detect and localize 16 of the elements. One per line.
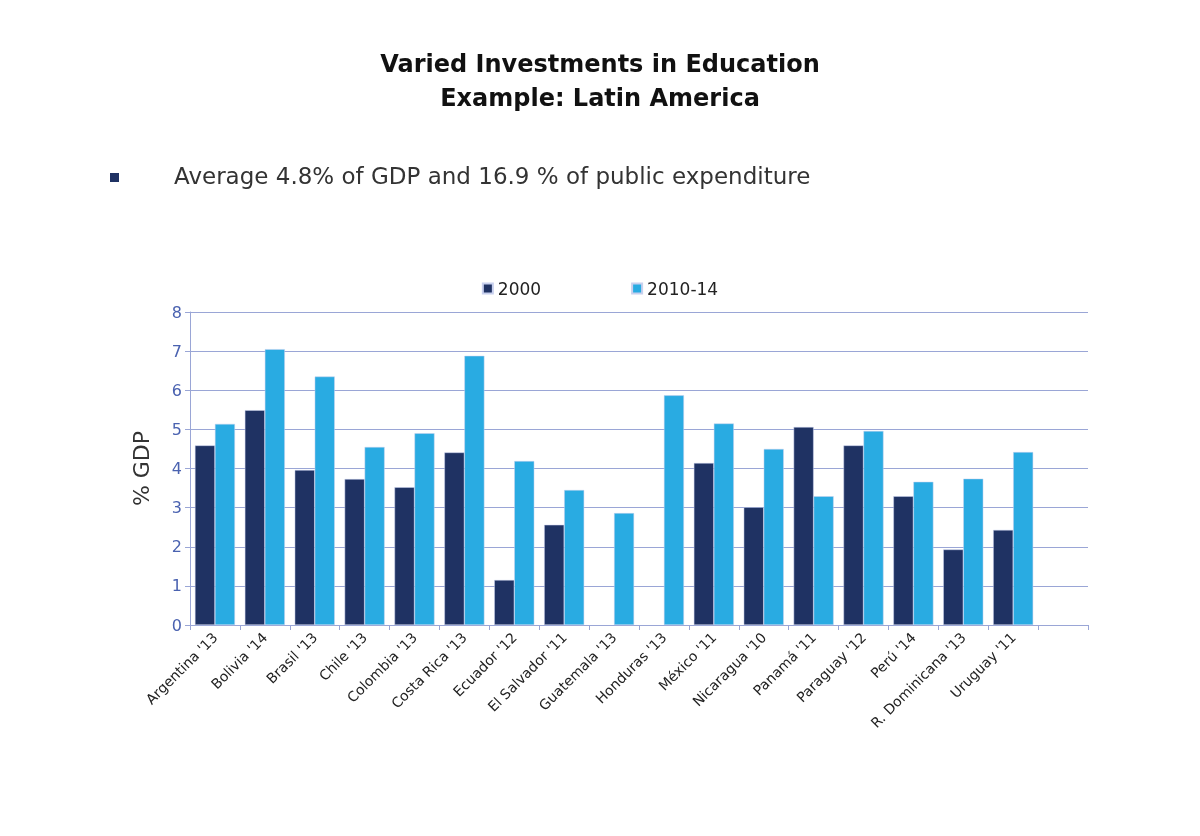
legend-label: 2010-14 bbox=[647, 278, 719, 299]
bar bbox=[614, 513, 635, 625]
y-tick-label: 7 bbox=[171, 341, 182, 361]
y-tick-label: 3 bbox=[171, 498, 182, 518]
y-tick-label: 6 bbox=[171, 380, 182, 400]
y-tick-label: 4 bbox=[171, 459, 182, 478]
y-tick-label: 2 bbox=[171, 537, 182, 557]
y-tick-label: 1 bbox=[171, 576, 182, 596]
chart-title: Varied Investments in Education Example: Latin America bbox=[380, 50, 820, 112]
y-tick-label: 8 bbox=[171, 302, 182, 322]
chart-subtitle: Average 4.8% of GDP and 16.9 % of public expenditure bbox=[174, 162, 811, 189]
y-tick-label: 5 bbox=[171, 419, 182, 439]
y-tick-label: 0 bbox=[171, 615, 182, 635]
bar bbox=[663, 395, 684, 625]
legend-label: 2000 bbox=[497, 278, 542, 299]
y-axis-title: % GDP bbox=[128, 430, 154, 507]
